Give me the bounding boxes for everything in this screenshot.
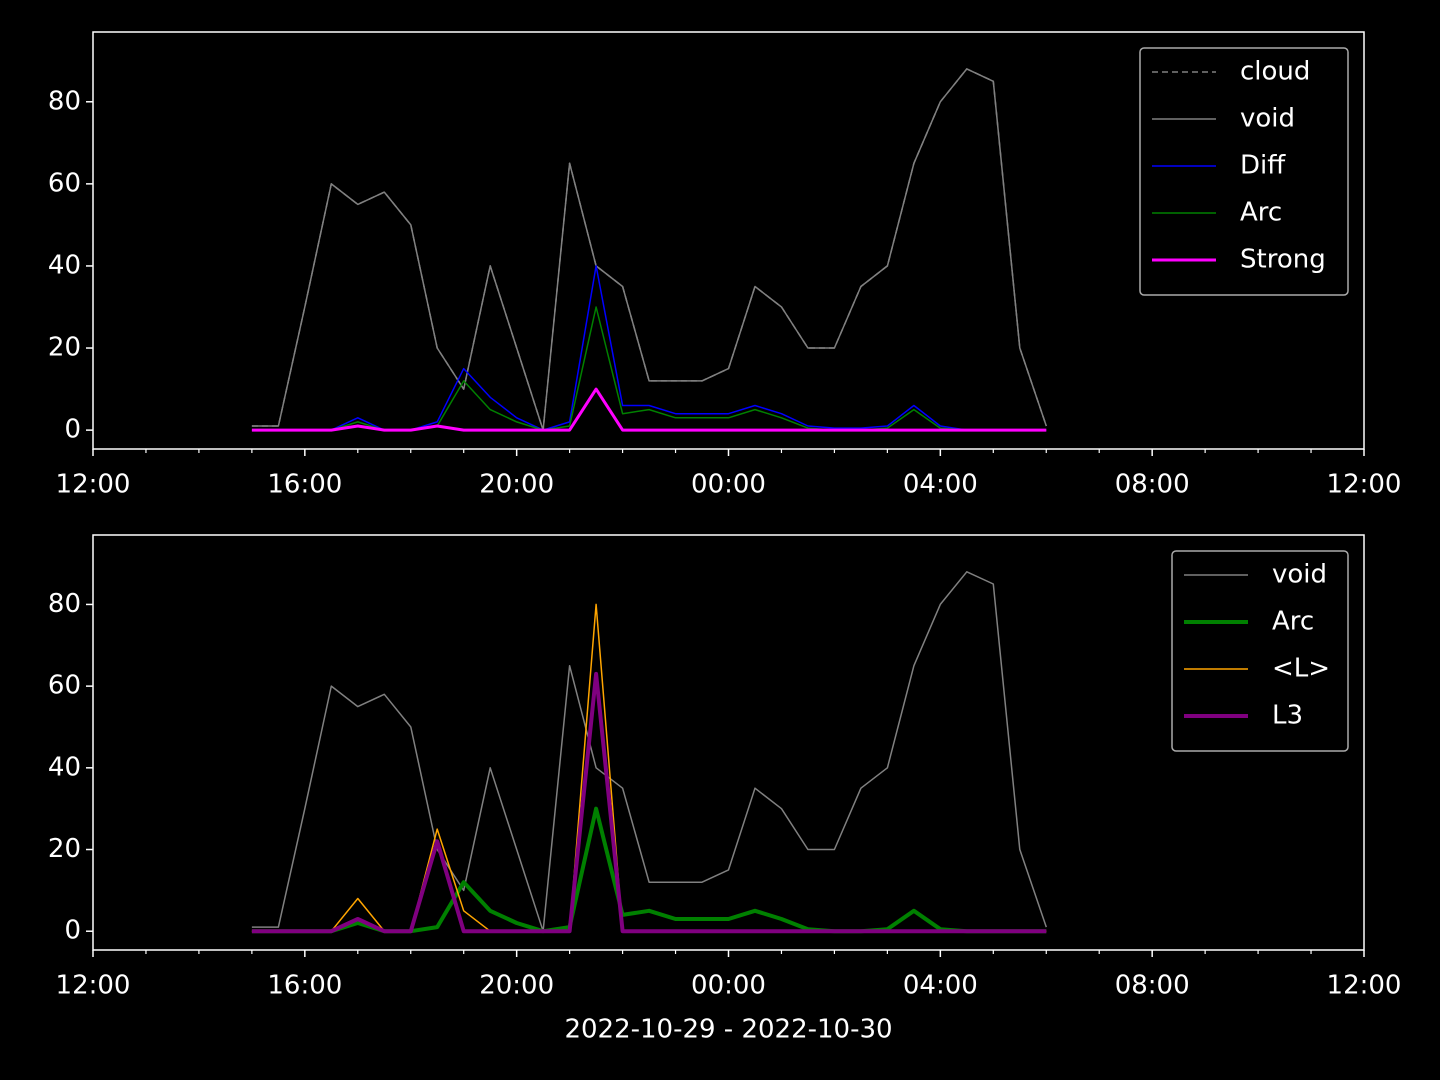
- x-tick-label: 12:00: [1327, 470, 1402, 500]
- x-tick-label: 12:00: [56, 971, 131, 1001]
- plot-area: [251, 68, 1048, 432]
- series-line: [251, 68, 1048, 431]
- legend-label: <L>: [1272, 654, 1330, 684]
- axes-frame: [92, 534, 1365, 951]
- x-tick-label: 00:00: [691, 470, 766, 500]
- x-tick-label: 00:00: [691, 971, 766, 1001]
- y-tick-label: 80: [48, 86, 81, 116]
- x-tick-label: 16:00: [267, 971, 342, 1001]
- y-tick-label: 40: [48, 752, 81, 782]
- axes-frame: [92, 31, 1365, 450]
- x-tick-label: 12:00: [1327, 971, 1402, 1001]
- y-tick-label: 20: [48, 333, 81, 363]
- x-tick-label: 16:00: [267, 470, 342, 500]
- legend-box: [1139, 47, 1349, 296]
- legend-label: void: [1240, 104, 1295, 134]
- y-tick-label: 80: [48, 589, 81, 619]
- x-tick-label: 08:00: [1115, 971, 1190, 1001]
- x-tick-label: 04:00: [903, 971, 978, 1001]
- y-tick-label: 60: [48, 168, 81, 198]
- plot-area: [251, 571, 1048, 934]
- legend-label: Arc: [1240, 198, 1282, 228]
- x-tick-label: 20:00: [479, 470, 554, 500]
- y-tick-label: 20: [48, 834, 81, 864]
- x-tick-label: 04:00: [903, 470, 978, 500]
- y-tick-label: 40: [48, 250, 81, 280]
- series-line: [251, 387, 1047, 432]
- legend-label: Arc: [1272, 607, 1314, 637]
- y-tick-label: 0: [64, 415, 81, 445]
- legend-box: [1171, 550, 1349, 752]
- x-tick-label: 20:00: [479, 971, 554, 1001]
- legend-label: L3: [1272, 701, 1303, 731]
- legend-label: cloud: [1240, 57, 1310, 87]
- y-tick-label: 60: [48, 671, 81, 701]
- legend-label: Diff: [1240, 151, 1286, 181]
- legend-label: void: [1272, 560, 1327, 590]
- x-tick-label: 08:00: [1115, 470, 1190, 500]
- y-tick-label: 0: [64, 916, 81, 946]
- x-axis-label: 2022-10-29 - 2022-10-30: [564, 1015, 892, 1045]
- series-line: [251, 571, 1048, 932]
- legend-label: Strong: [1240, 245, 1326, 275]
- series-line: [251, 671, 1047, 934]
- x-tick-label: 12:00: [56, 470, 131, 500]
